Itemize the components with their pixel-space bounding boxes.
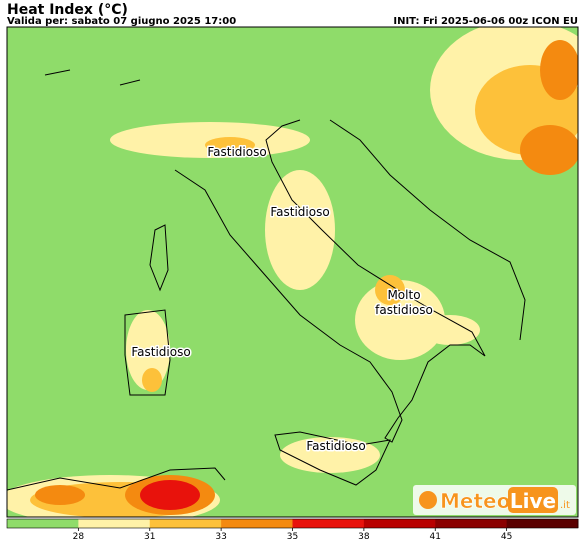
colorbar-tick-label: 28 (73, 532, 85, 540)
colorbar-segment (363, 519, 436, 528)
region-label: Fastidioso (306, 439, 365, 453)
colorbar-segment (435, 519, 508, 528)
region-label: Fastidioso (270, 205, 329, 219)
init-time: INIT: Fri 2025-06-06 00z ICON EU (393, 16, 578, 27)
colorbar-tick-label: 33 (215, 532, 226, 540)
colorbar-tick-label: 35 (287, 532, 298, 540)
region-label: Fastidioso (131, 345, 190, 359)
valid-time: Valida per: sabato 07 giugno 2025 17:00 (7, 16, 236, 27)
colorbar-segment (7, 519, 79, 528)
colorbar-segment (292, 519, 365, 528)
colorbar-segment (506, 519, 579, 528)
colorbar-tick-label: 31 (144, 532, 155, 540)
logo-text: .it (560, 500, 570, 511)
map (6, 26, 579, 518)
colorbar-tick-label: 45 (501, 532, 512, 540)
region-label: fastidioso (375, 303, 433, 317)
region-label: Fastidioso (207, 145, 266, 159)
colorbar-tick-label: 38 (358, 532, 370, 540)
colorbar-segment (78, 519, 151, 528)
colorbar-tick-label: 41 (430, 532, 441, 540)
logo: Meteo Live .it (413, 485, 576, 515)
title: Heat Index (°C) (7, 2, 128, 18)
logo-text: Meteo (440, 489, 510, 513)
colorbar-segment (149, 519, 222, 528)
colorbar: 28 31 33 35 38 41 45 (6, 518, 579, 540)
region-label: Molto (387, 288, 420, 302)
logo-text: Live (510, 489, 556, 513)
colorbar-segment (221, 519, 293, 528)
